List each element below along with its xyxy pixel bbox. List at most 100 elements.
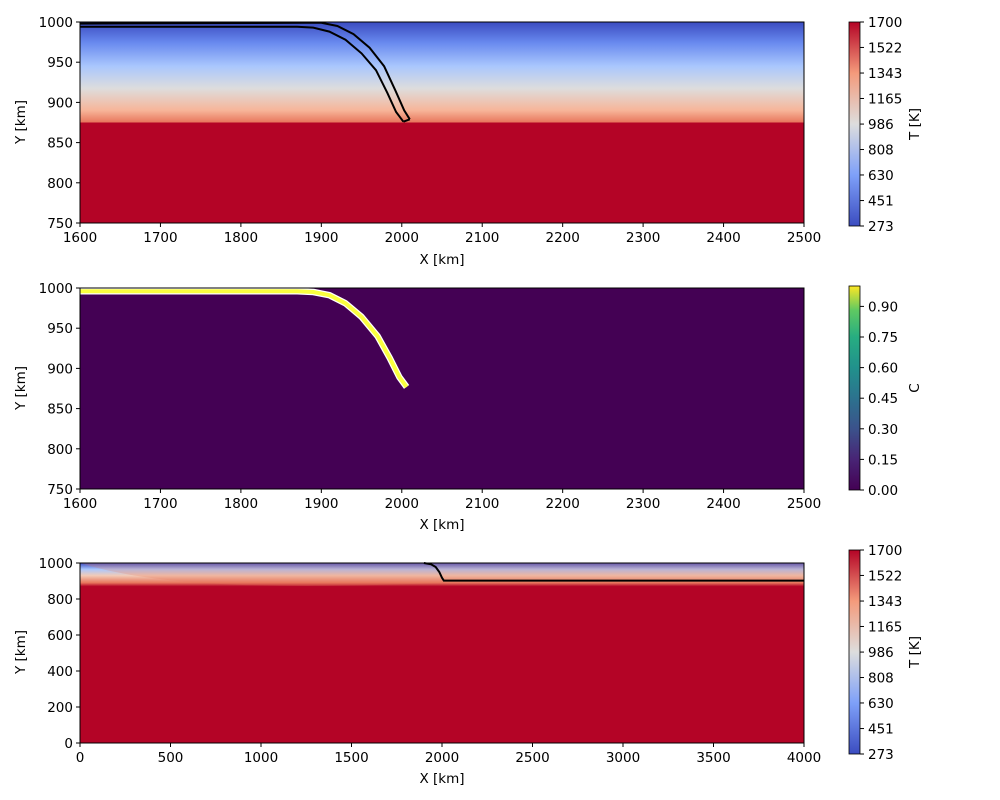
colorbar-ticks: 273 451 630 808 986 1165 1343 1522 1700 bbox=[860, 15, 902, 235]
colorbar-tick-label: 0.45 bbox=[868, 391, 898, 407]
x-tick-label: 3500 bbox=[696, 750, 730, 766]
y-tick-label: 850 bbox=[47, 402, 73, 418]
x-tick-label: 2300 bbox=[626, 230, 660, 246]
colorbar-tick-label: 1165 bbox=[868, 619, 902, 635]
y-tick-label: 1000 bbox=[39, 281, 73, 297]
colorbar-ticks: 273 451 630 808 986 1165 1343 1522 1700 bbox=[860, 543, 902, 763]
y-tick-label: 850 bbox=[47, 136, 73, 152]
y-axis-label: Y [km] bbox=[13, 100, 29, 145]
colorbar-label: C bbox=[907, 383, 923, 392]
colorbar-tick-label: 1700 bbox=[868, 543, 902, 559]
slab-boundary bbox=[423, 562, 804, 582]
colorbar-tick-label: 986 bbox=[868, 645, 894, 661]
x-axis-ticks: 1600 1700 1800 1900 2000 2100 2200 2300 2400 2500 bbox=[63, 223, 821, 246]
x-tick-label: 1800 bbox=[224, 230, 258, 246]
x-tick-label: 2200 bbox=[545, 496, 579, 512]
colorbar-temperature bbox=[848, 549, 861, 755]
x-tick-label: 2300 bbox=[626, 496, 660, 512]
colorbar-ticks: 0.00 0.15 0.30 0.45 0.60 0.75 0.90 bbox=[860, 299, 898, 499]
colorbar-tick-label: 630 bbox=[868, 168, 894, 184]
x-tick-label: 2200 bbox=[545, 230, 579, 246]
y-tick-label: 600 bbox=[47, 628, 73, 644]
colorbar-tick-label: 1343 bbox=[868, 66, 902, 82]
y-tick-label: 900 bbox=[47, 361, 73, 377]
plot-frame bbox=[79, 287, 805, 490]
colorbar-tick-label: 986 bbox=[868, 117, 894, 133]
y-tick-label: 0 bbox=[64, 736, 73, 752]
y-tick-label: 750 bbox=[47, 216, 73, 232]
colorbar-tick-label: 0.30 bbox=[868, 422, 898, 438]
x-tick-label: 2100 bbox=[465, 230, 499, 246]
x-tick-label: 2000 bbox=[425, 750, 459, 766]
x-tick-label: 1900 bbox=[304, 230, 338, 246]
x-tick-label: 1500 bbox=[334, 750, 368, 766]
colorbar-label: T [K] bbox=[907, 636, 923, 669]
x-tick-label: 2400 bbox=[706, 230, 740, 246]
colorbar-tick-label: 1700 bbox=[868, 15, 902, 31]
colorbar-tick-label: 1522 bbox=[868, 568, 902, 584]
slab-outline-layer bbox=[423, 562, 804, 582]
crust-layer bbox=[80, 287, 410, 389]
x-tick-label: 1700 bbox=[143, 496, 177, 512]
x-axis-label: X [km] bbox=[419, 771, 464, 787]
x-tick-label: 1600 bbox=[63, 230, 97, 246]
colorbar-tick-label: 808 bbox=[868, 671, 894, 687]
y-axis-ticks: 750 800 850 900 950 1000 bbox=[39, 15, 80, 232]
colorbar-tick-label: 0.75 bbox=[868, 330, 898, 346]
colorbar-composition bbox=[848, 285, 861, 491]
x-tick-label: 2000 bbox=[385, 496, 419, 512]
x-axis-ticks: 0 500 1000 1500 2000 2500 3000 3500 4000 bbox=[76, 743, 821, 766]
y-tick-label: 800 bbox=[47, 592, 73, 608]
slab-lower-boundary bbox=[80, 25, 405, 123]
x-axis-label: X [km] bbox=[419, 517, 464, 533]
colorbar-tick-label: 0.00 bbox=[868, 483, 898, 499]
x-tick-label: 1700 bbox=[143, 230, 177, 246]
slab-tip bbox=[403, 118, 411, 123]
y-tick-label: 1000 bbox=[39, 556, 73, 572]
colorbar-tick-label: 0.90 bbox=[868, 299, 898, 315]
y-tick-label: 950 bbox=[47, 321, 73, 337]
x-axis-label: X [km] bbox=[419, 252, 464, 268]
panel-temperature-full: 0 500 1000 1500 2000 2500 3000 3500 4000 0 200 400… bbox=[13, 543, 923, 787]
slab-outline-layer bbox=[79, 21, 411, 123]
colorbar-tick-label: 630 bbox=[868, 696, 894, 712]
y-tick-label: 900 bbox=[47, 95, 73, 111]
colorbar-tick-label: 273 bbox=[868, 219, 894, 235]
plot-frame bbox=[79, 21, 805, 224]
x-tick-label: 0 bbox=[76, 750, 85, 766]
colorbar-tick-label: 273 bbox=[868, 747, 894, 763]
colorbar-label: T [K] bbox=[907, 108, 923, 141]
heatmap-temperature-zoom bbox=[80, 22, 804, 223]
x-tick-label: 2500 bbox=[515, 750, 549, 766]
colorbar-tick-label: 0.15 bbox=[868, 452, 898, 468]
crust-layer-band bbox=[80, 289, 409, 389]
heatmap-composition bbox=[80, 288, 804, 489]
panel-temperature-zoom: 1600 1700 1800 1900 2000 2100 2200 2300 2400 2500… bbox=[13, 15, 923, 268]
y-axis-label: Y [km] bbox=[13, 630, 29, 675]
colorbar-tick-label: 1522 bbox=[868, 40, 902, 56]
y-tick-label: 1000 bbox=[39, 15, 73, 31]
colorbar-tick-label: 1165 bbox=[868, 91, 902, 107]
x-tick-label: 2000 bbox=[385, 230, 419, 246]
x-tick-label: 2400 bbox=[706, 496, 740, 512]
y-tick-label: 800 bbox=[47, 442, 73, 458]
colorbar-tick-label: 451 bbox=[868, 194, 894, 210]
y-axis-ticks: 0 200 400 600 800 1000 bbox=[39, 556, 80, 752]
x-tick-label: 2100 bbox=[465, 496, 499, 512]
x-tick-label: 4000 bbox=[787, 750, 821, 766]
x-tick-label: 500 bbox=[158, 750, 184, 766]
panel-composition: 1600 1700 1800 1900 2000 2100 2200 2300 2400 2500… bbox=[13, 281, 923, 533]
colorbar-tick-label: 1343 bbox=[868, 594, 902, 610]
y-tick-label: 750 bbox=[47, 482, 73, 498]
x-tick-label: 2500 bbox=[787, 230, 821, 246]
x-tick-label: 1800 bbox=[224, 496, 258, 512]
y-axis-ticks: 750 800 850 900 950 1000 bbox=[39, 281, 80, 498]
colorbar-temperature bbox=[848, 21, 861, 227]
x-tick-label: 2500 bbox=[787, 496, 821, 512]
colorbar-tick-label: 451 bbox=[868, 722, 894, 738]
colorbar-tick-label: 808 bbox=[868, 143, 894, 159]
x-tick-label: 1600 bbox=[63, 496, 97, 512]
x-axis-ticks: 1600 1700 1800 1900 2000 2100 2200 2300 2400 2500 bbox=[63, 489, 821, 512]
x-tick-label: 1000 bbox=[244, 750, 278, 766]
